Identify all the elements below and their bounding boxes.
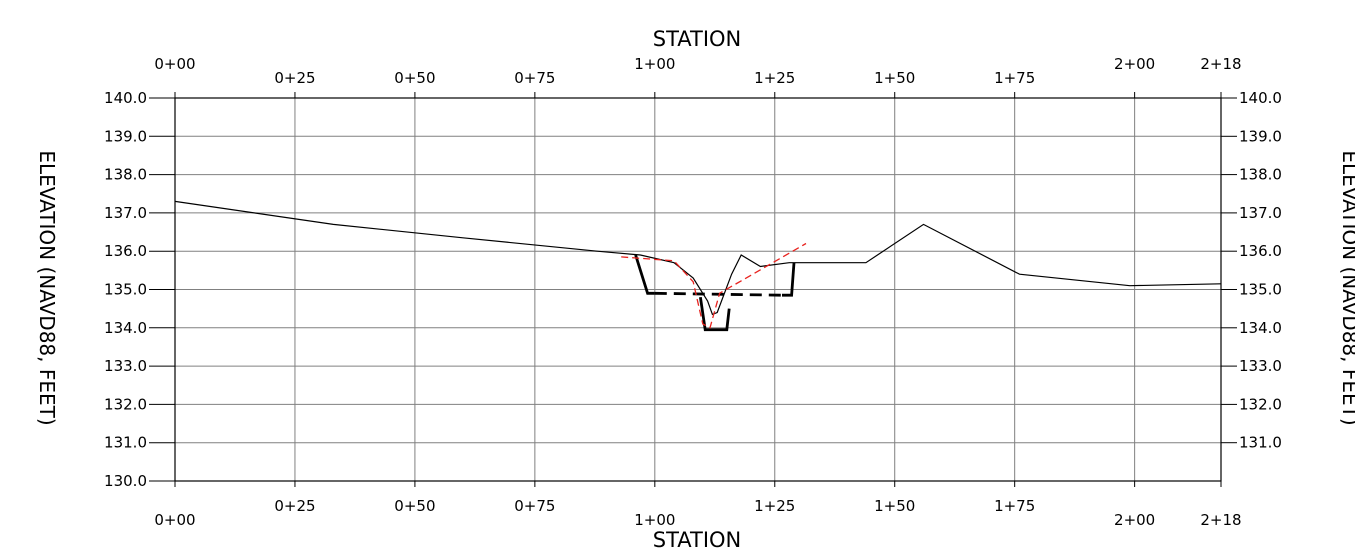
series-group [174, 200, 1222, 332]
y-tick-label-left: 137.0 [104, 204, 147, 222]
x-axis-title-top: STATION [653, 27, 742, 51]
series-line-solid-thick [699, 296, 731, 332]
x-tick-label-top: 1+50 [874, 69, 915, 87]
y-tick-label-left: 136.0 [104, 242, 147, 260]
series-line-solid-thin [174, 200, 1222, 316]
y-tick-label-right: 138.0 [1239, 166, 1282, 184]
y-tick-label-right: 133.0 [1239, 357, 1282, 375]
x-tick-label-bottom: 2+00 [1114, 511, 1155, 529]
y-tick-label-left: 135.0 [104, 281, 147, 299]
y-tick-label-left: 132.0 [104, 395, 147, 413]
x-tick-label-bottom: 1+50 [874, 497, 915, 515]
x-tick-label-top: 0+25 [274, 69, 315, 87]
series-line-solid-thick [782, 262, 796, 297]
series-line-dashed-thick [654, 291, 783, 297]
x-tick-label-bottom: 2+18 [1200, 511, 1241, 529]
y-tick-label-left: 134.0 [104, 319, 147, 337]
y-tick-label-left: 139.0 [104, 127, 147, 145]
y-tick-label-right: 136.0 [1239, 242, 1282, 260]
y-tick-label-left: 140.0 [104, 89, 147, 107]
x-tick-label-top: 0+75 [514, 69, 555, 87]
x-tick-label-top: 1+75 [994, 69, 1035, 87]
x-tick-label-bottom: 0+25 [274, 497, 315, 515]
x-tick-label-bottom: 1+75 [994, 497, 1035, 515]
x-tick-label-top: 2+00 [1114, 55, 1155, 73]
plot-border [174, 97, 1222, 482]
x-tick-label-bottom: 0+00 [154, 511, 195, 529]
series-line-dashed-thin [621, 242, 807, 329]
y-tick-label-right: 134.0 [1239, 319, 1282, 337]
y-tick-label-left: 131.0 [104, 434, 147, 452]
x-tick-label-top: 0+00 [154, 55, 195, 73]
x-tick-label-top: 1+00 [634, 55, 675, 73]
y-tick-label-left: 130.0 [104, 472, 147, 490]
x-tick-label-bottom: 0+75 [514, 497, 555, 515]
x-tick-label-bottom: 1+00 [634, 511, 675, 529]
grid [175, 98, 1221, 481]
y-tick-label-right: 132.0 [1239, 395, 1282, 413]
y-tick-label-left: 138.0 [104, 166, 147, 184]
x-axis-title-bottom: STATION [653, 528, 742, 552]
y-tick-label-right: 131.0 [1239, 434, 1282, 452]
y-tick-label-right: 139.0 [1239, 127, 1282, 145]
x-tick-label-bottom: 0+50 [394, 497, 435, 515]
y-axis-title-left: ELEVATION (NAVD88, FEET) [35, 150, 59, 425]
y-tick-label-left: 133.0 [104, 357, 147, 375]
y-tick-label-right: 137.0 [1239, 204, 1282, 222]
labels-group: 0+00 0+00 0+25 0+25 0+50 0+50 0+75 0+75 1+00 1+00… [104, 55, 1282, 529]
y-tick-label-right: 140.0 [1239, 89, 1282, 107]
x-tick-label-bottom: 1+25 [754, 497, 795, 515]
plot-frame [149, 92, 1237, 487]
y-axis-title-right: ELEVATION (NAVD88, FEET) [1338, 150, 1355, 425]
y-tick-label-right: 135.0 [1239, 281, 1282, 299]
series-line-solid-thick [634, 254, 655, 295]
x-tick-label-top: 1+25 [754, 69, 795, 87]
x-tick-label-top: 2+18 [1200, 55, 1241, 73]
x-tick-label-top: 0+50 [394, 69, 435, 87]
